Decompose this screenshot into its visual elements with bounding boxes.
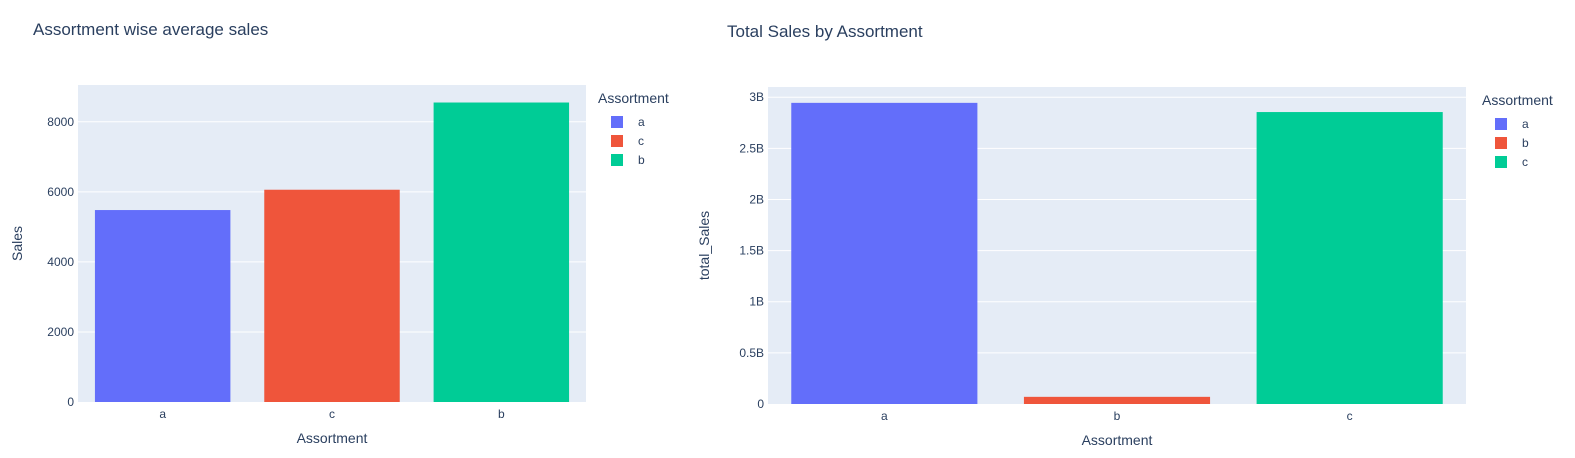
- avg-bar-b[interactable]: [433, 102, 570, 403]
- total-x-tick-label: c: [1347, 409, 1353, 423]
- avg-y-tick-label: 8000: [47, 115, 74, 129]
- total-y-tick-label: 0: [757, 397, 764, 411]
- avg-x-tick-label: c: [329, 407, 335, 421]
- total-y-tick-label: 1.5B: [739, 244, 764, 258]
- total-bar-b[interactable]: [1023, 396, 1211, 404]
- total-legend-item-a[interactable]: a: [1495, 117, 1529, 131]
- avg-x-axis-title: Assortment: [297, 430, 368, 446]
- total-legend-swatch: [1495, 118, 1507, 130]
- avg-legend-swatch: [611, 116, 623, 128]
- total-bar-c[interactable]: [1256, 112, 1443, 404]
- total-x-axis-title: Assortment: [1082, 432, 1153, 448]
- average-sales-chart: Assortment wise average sales 0 2000 4000 60…: [0, 0, 700, 458]
- total-y-tick-label: 2.5B: [739, 141, 764, 155]
- total-x-tick-label: b: [1114, 409, 1121, 423]
- total-y-tick-label: 0.5B: [739, 346, 764, 360]
- avg-x-tick-label: a: [159, 407, 166, 421]
- total-y-tick-label: 2B: [749, 192, 764, 206]
- total-legend-item-c[interactable]: c: [1495, 155, 1528, 169]
- total-y-tick-label: 1B: [749, 295, 764, 309]
- avg-legend-label: a: [638, 115, 645, 129]
- avg-y-tick-label: 2000: [47, 325, 74, 339]
- total-legend-label: b: [1522, 136, 1529, 150]
- total-legend: Assortment abc: [1482, 92, 1553, 169]
- avg-x-tick-label: b: [498, 407, 505, 421]
- total-legend-swatch: [1495, 156, 1507, 168]
- avg-legend-label: c: [638, 134, 644, 148]
- total-sales-chart-svg: Total Sales by Assortment 0 0.5B 1B 1.5B 2B 2.…: [696, 22, 1553, 448]
- avg-legend: Assortment acb: [598, 90, 669, 167]
- avg-y-tick-label: 4000: [47, 255, 74, 269]
- total-legend-title: Assortment: [1482, 92, 1553, 108]
- total-sales-chart: Total Sales by Assortment 0 0.5B 1B 1.5B 2B 2.…: [695, 0, 1575, 458]
- total-chart-title: Total Sales by Assortment: [727, 22, 923, 41]
- total-legend-item-b[interactable]: b: [1495, 136, 1529, 150]
- avg-bar-a[interactable]: [94, 210, 231, 402]
- avg-y-tick-label: 6000: [47, 185, 74, 199]
- avg-legend-swatch: [611, 154, 623, 166]
- average-sales-chart-svg: Assortment wise average sales 0 2000 4000 60…: [9, 20, 669, 446]
- avg-bar-c[interactable]: [264, 189, 400, 402]
- avg-chart-title: Assortment wise average sales: [33, 20, 268, 39]
- total-x-tick-label: a: [881, 409, 888, 423]
- total-legend-label: a: [1522, 117, 1529, 131]
- total-legend-swatch: [1495, 137, 1507, 149]
- avg-legend-title: Assortment: [598, 90, 669, 106]
- avg-legend-item-c[interactable]: c: [611, 134, 644, 148]
- avg-y-axis-title: Sales: [9, 226, 25, 261]
- total-bar-a[interactable]: [791, 102, 978, 404]
- avg-legend-swatch: [611, 135, 623, 147]
- total-y-tick-label: 3B: [749, 90, 764, 104]
- avg-legend-item-a[interactable]: a: [611, 115, 645, 129]
- avg-y-tick-label: 0: [67, 395, 74, 409]
- avg-legend-item-b[interactable]: b: [611, 153, 645, 167]
- avg-legend-label: b: [638, 153, 645, 167]
- total-y-axis-title: total_Sales: [696, 211, 712, 280]
- total-legend-label: c: [1522, 155, 1528, 169]
